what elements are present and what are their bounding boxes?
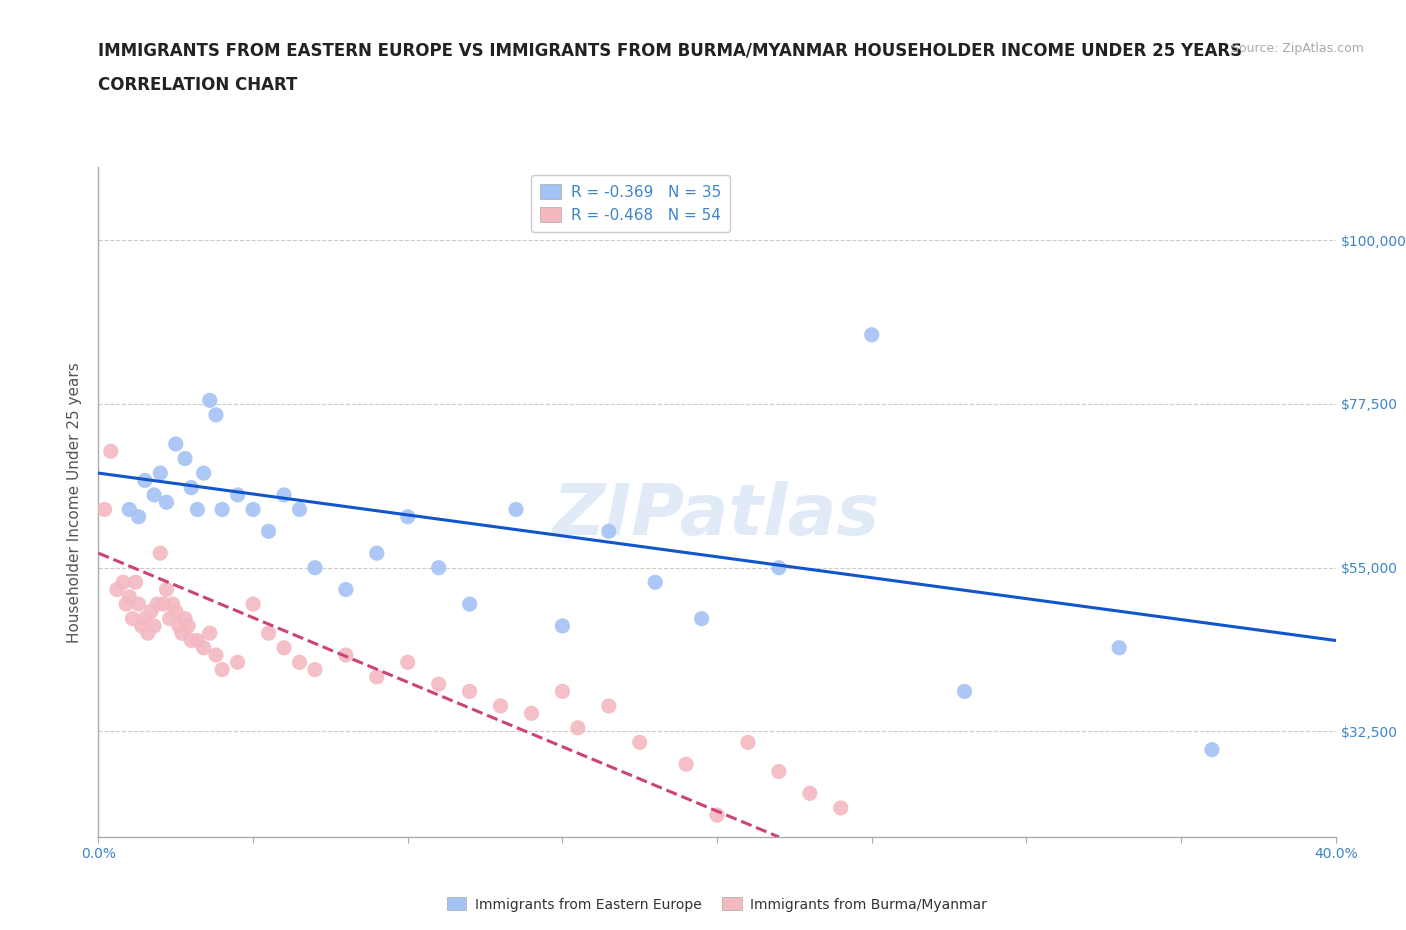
Y-axis label: Householder Income Under 25 years: Householder Income Under 25 years	[67, 362, 83, 643]
Text: ZIPatlas: ZIPatlas	[554, 481, 880, 550]
Point	[112, 575, 135, 590]
Point	[149, 466, 172, 481]
Point	[165, 436, 187, 451]
Point	[105, 582, 128, 597]
Point	[118, 590, 141, 604]
Point	[186, 502, 208, 517]
Point	[193, 641, 215, 656]
Point	[427, 560, 450, 575]
Point	[205, 407, 228, 422]
Point	[93, 502, 115, 517]
Point	[860, 327, 883, 342]
Point	[335, 582, 357, 597]
Point	[257, 524, 280, 538]
Point	[131, 618, 153, 633]
Point	[165, 604, 187, 618]
Point	[288, 655, 311, 670]
Point	[458, 684, 481, 698]
Point	[690, 611, 713, 626]
Point	[143, 618, 166, 633]
Point	[953, 684, 976, 698]
Point	[155, 495, 177, 510]
Point	[366, 546, 388, 561]
Point	[520, 706, 543, 721]
Point	[598, 524, 620, 538]
Point	[505, 502, 527, 517]
Point	[273, 641, 295, 656]
Point	[366, 670, 388, 684]
Point	[205, 647, 228, 662]
Point	[551, 684, 574, 698]
Point	[198, 392, 221, 407]
Point	[567, 721, 589, 736]
Point	[257, 626, 280, 641]
Point	[551, 618, 574, 633]
Point	[143, 487, 166, 502]
Point	[180, 633, 202, 648]
Point	[304, 560, 326, 575]
Point	[458, 597, 481, 612]
Point	[134, 611, 156, 626]
Point	[198, 626, 221, 641]
Point	[304, 662, 326, 677]
Point	[193, 466, 215, 481]
Point	[489, 698, 512, 713]
Point	[115, 597, 138, 612]
Point	[335, 647, 357, 662]
Point	[174, 451, 197, 466]
Point	[177, 618, 200, 633]
Point	[121, 611, 143, 626]
Point	[737, 735, 759, 750]
Point	[226, 487, 249, 502]
Point	[1201, 742, 1223, 757]
Point	[396, 510, 419, 525]
Point	[211, 662, 233, 677]
Point	[242, 502, 264, 517]
Point	[174, 611, 197, 626]
Point	[186, 633, 208, 648]
Point	[644, 575, 666, 590]
Point	[136, 626, 159, 641]
Point	[155, 582, 177, 597]
Point	[242, 597, 264, 612]
Point	[1108, 641, 1130, 656]
Point	[149, 546, 172, 561]
Point	[159, 611, 181, 626]
Point	[226, 655, 249, 670]
Point	[100, 444, 122, 458]
Point	[211, 502, 233, 517]
Point	[427, 677, 450, 692]
Point	[768, 764, 790, 779]
Point	[396, 655, 419, 670]
Point	[167, 618, 190, 633]
Text: Source: ZipAtlas.com: Source: ZipAtlas.com	[1230, 42, 1364, 55]
Point	[118, 502, 141, 517]
Point	[598, 698, 620, 713]
Point	[152, 597, 174, 612]
Point	[146, 597, 169, 612]
Point	[675, 757, 697, 772]
Point	[799, 786, 821, 801]
Point	[628, 735, 651, 750]
Point	[134, 473, 156, 488]
Text: CORRELATION CHART: CORRELATION CHART	[98, 76, 298, 94]
Point	[128, 597, 150, 612]
Point	[162, 597, 184, 612]
Point	[139, 604, 162, 618]
Point	[830, 801, 852, 816]
Legend: Immigrants from Eastern Europe, Immigrants from Burma/Myanmar: Immigrants from Eastern Europe, Immigran…	[441, 892, 993, 917]
Point	[768, 560, 790, 575]
Point	[170, 626, 193, 641]
Point	[273, 487, 295, 502]
Point	[180, 480, 202, 495]
Point	[124, 575, 146, 590]
Text: IMMIGRANTS FROM EASTERN EUROPE VS IMMIGRANTS FROM BURMA/MYANMAR HOUSEHOLDER INCO: IMMIGRANTS FROM EASTERN EUROPE VS IMMIGR…	[98, 42, 1243, 60]
Point	[128, 510, 150, 525]
Point	[706, 808, 728, 823]
Point	[288, 502, 311, 517]
